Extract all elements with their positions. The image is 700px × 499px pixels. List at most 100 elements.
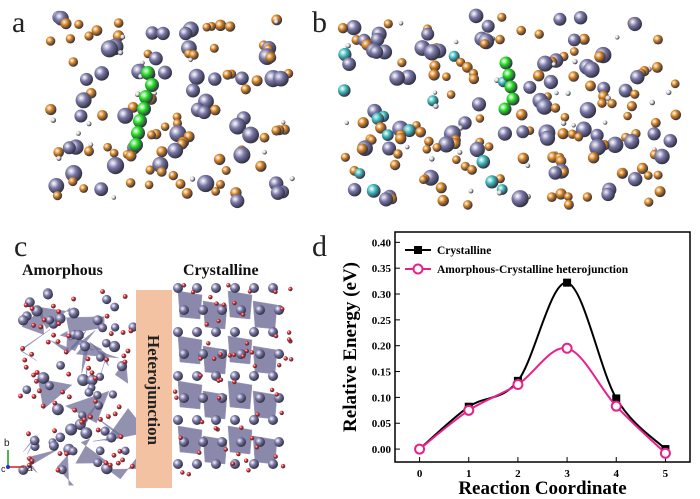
white-atom: [56, 155, 62, 161]
green-atom: [133, 114, 147, 128]
crystalline-label: Crystalline: [183, 262, 259, 279]
oxygen-atom: [236, 451, 241, 457]
large-atom: [98, 323, 108, 333]
oxygen-atom: [244, 348, 249, 354]
large-atom: [516, 125, 530, 139]
large-atom: [149, 51, 163, 66]
large-atom: [62, 141, 76, 155]
oxygen-atom: [269, 387, 275, 393]
large-atom: [249, 415, 259, 425]
large-atom: [469, 141, 485, 158]
crystal-structure-a: [45, 10, 295, 209]
orange-atom: [209, 43, 219, 53]
large-atom: [167, 142, 184, 159]
large-atom: [618, 83, 633, 98]
orange-atom: [144, 180, 154, 190]
y-tick-label: 0.35: [372, 263, 392, 275]
large-atom: [121, 446, 130, 455]
oxygen-atom: [22, 357, 28, 363]
large-atom: [382, 141, 397, 156]
oxygen-atom: [254, 445, 260, 450]
green-atom: [502, 68, 516, 82]
oxygen-atom: [208, 295, 213, 300]
orange-atom: [397, 58, 407, 68]
large-atom: [95, 446, 105, 456]
large-atom: [179, 393, 189, 403]
large-atom: [217, 393, 227, 403]
oxygen-atom: [23, 364, 29, 370]
cyan-atom: [448, 50, 460, 62]
legend-label: Amorphous-Crystalline heterojunction: [437, 264, 629, 276]
orange-atom: [389, 159, 401, 171]
y-tick-label: 0.10: [372, 392, 392, 404]
large-atom: [56, 361, 65, 370]
orange-atom: [45, 36, 56, 46]
orange-atom: [651, 62, 663, 73]
large-atom: [369, 45, 384, 59]
orange-atom: [79, 184, 89, 193]
energy-profile-chart: 0.00 0.05 0.10 0.15 0.20 0.25 0.30 0.35 0.40 0 1 2 3…: [340, 231, 691, 499]
orange-atom: [442, 72, 451, 81]
large-atom: [73, 329, 84, 341]
white-atom: [454, 39, 459, 45]
orange-atom: [550, 103, 561, 113]
data-point-square: [612, 394, 621, 403]
white-atom: [565, 90, 571, 96]
orange-atom: [428, 69, 440, 81]
oxygen-atom: [45, 339, 51, 345]
large-atom: [48, 178, 65, 194]
orange-atom: [670, 109, 682, 121]
large-atom: [96, 353, 105, 362]
orange-atom: [670, 79, 680, 89]
white-atom: [433, 90, 438, 95]
white-atom: [281, 120, 286, 125]
orange-atom: [91, 25, 103, 36]
white-atom: [111, 195, 117, 200]
oxygen-atom: [174, 395, 179, 400]
large-atom: [249, 371, 259, 381]
orange-atom: [597, 98, 607, 108]
large-atom: [249, 459, 259, 469]
oxygen-atom: [249, 350, 255, 355]
cyan-atom: [485, 175, 499, 189]
orange-atom: [607, 98, 617, 109]
large-atom: [211, 459, 221, 469]
large-atom: [389, 70, 405, 86]
oxygen-atom: [227, 353, 232, 358]
orange-atom: [224, 21, 236, 32]
orange-atom: [557, 128, 569, 140]
large-atom: [242, 126, 259, 144]
oxygen-atom: [56, 321, 62, 327]
white-atom: [571, 123, 576, 128]
oxygen-atom: [118, 434, 124, 440]
large-atom: [663, 134, 678, 148]
orange-atom: [395, 132, 407, 145]
white-atom: [345, 43, 351, 49]
polyhedron: [227, 290, 253, 320]
large-atom: [211, 327, 221, 337]
large-atom: [106, 157, 125, 175]
orange-atom: [222, 69, 233, 80]
orange-atom: [452, 155, 461, 164]
orange-atom: [103, 142, 112, 152]
large-atom: [188, 68, 205, 85]
large-atom: [110, 302, 120, 312]
large-atom: [400, 69, 417, 86]
large-atom: [274, 437, 284, 447]
white-atom: [120, 34, 126, 40]
large-atom: [18, 315, 29, 326]
white-atom: [118, 50, 124, 56]
orange-atom: [594, 51, 606, 63]
oxygen-atom: [289, 357, 294, 362]
orange-atom: [484, 142, 494, 152]
oxygen-atom: [93, 399, 98, 404]
oxygen-atom: [273, 333, 279, 339]
oxygen-atom: [239, 425, 244, 430]
x-tick-label: 3: [564, 468, 570, 480]
large-atom: [84, 387, 94, 397]
oxygen-atom: [41, 317, 47, 323]
cyan-atom: [354, 168, 366, 179]
oxygen-atom: [232, 300, 237, 306]
large-atom: [468, 8, 484, 24]
orange-atom: [432, 143, 442, 152]
